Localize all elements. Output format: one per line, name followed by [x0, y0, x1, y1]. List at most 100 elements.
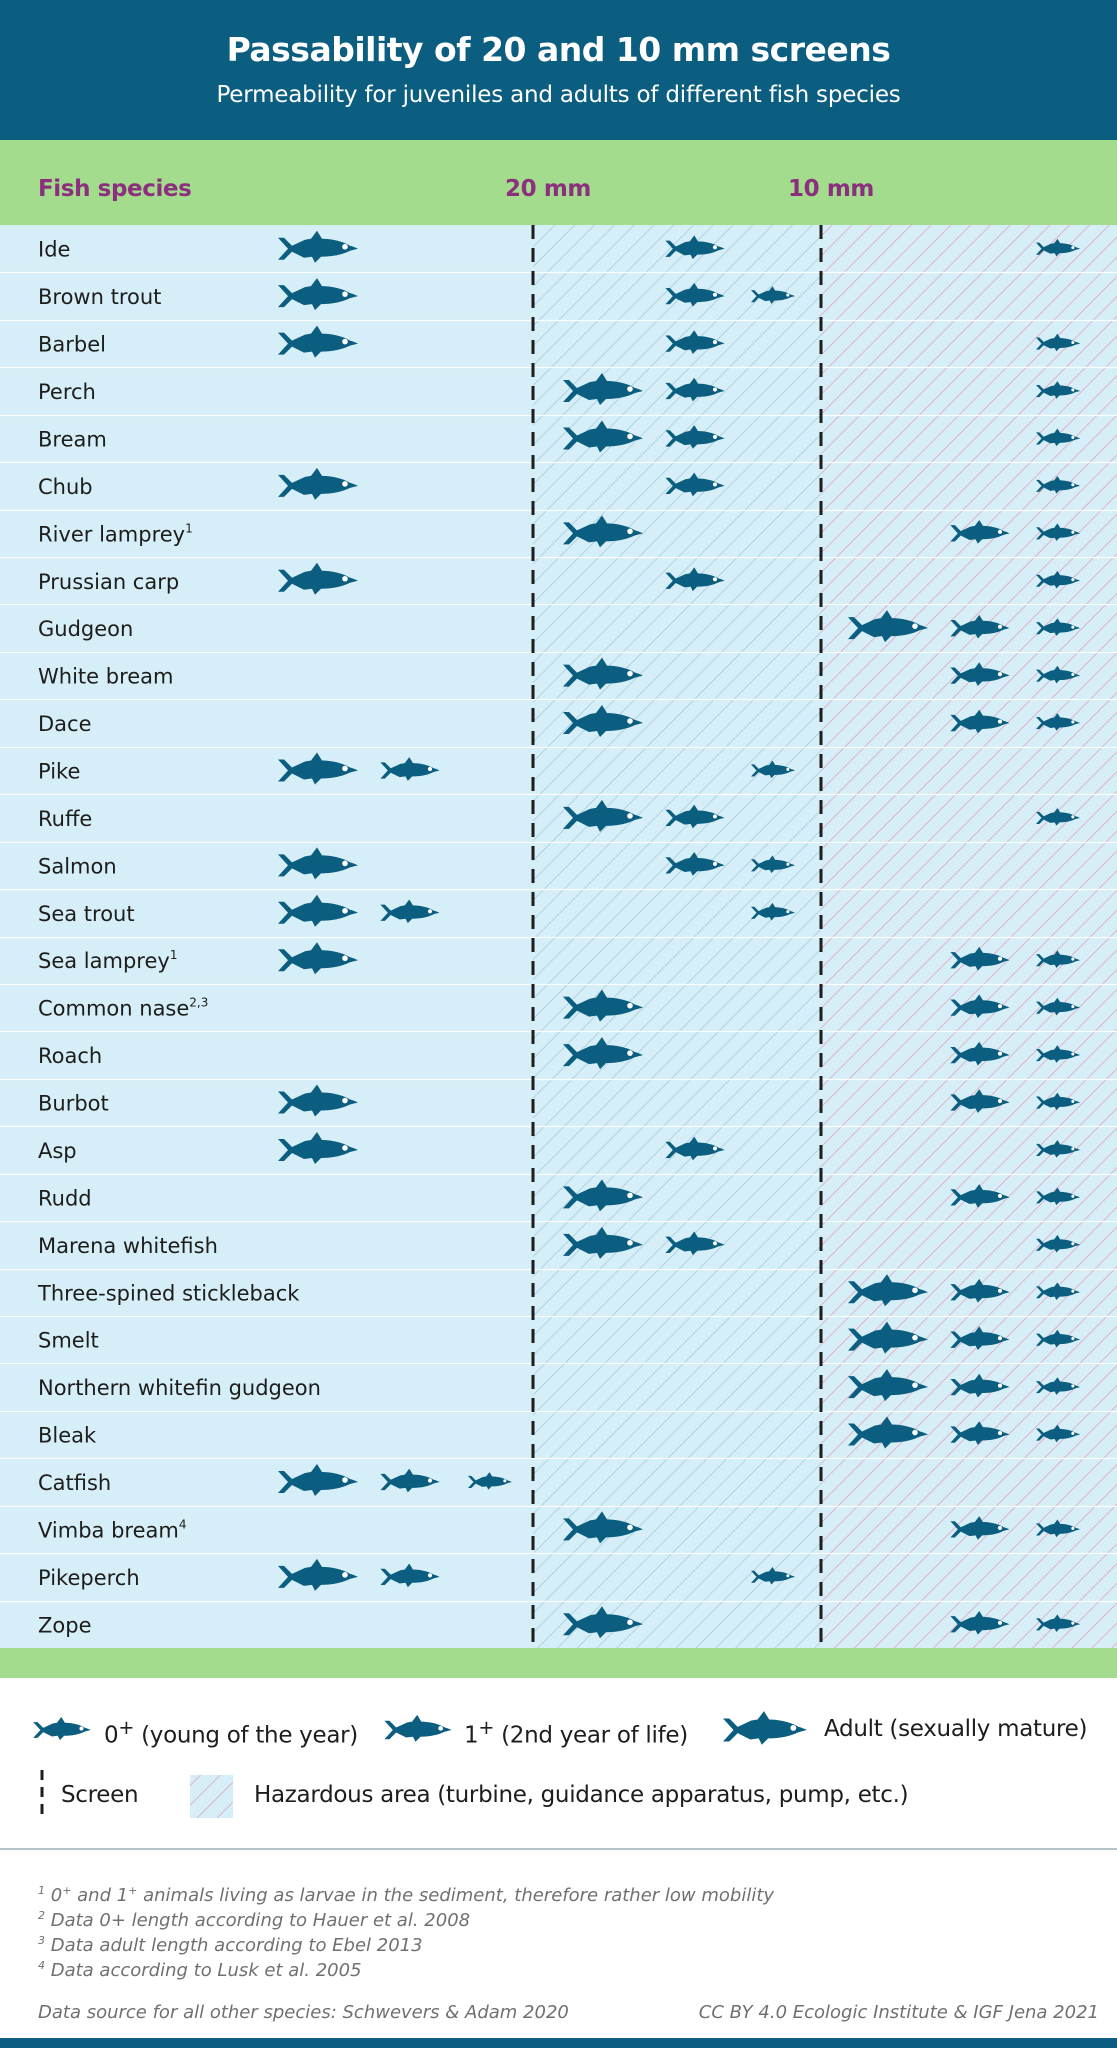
species-row: Sea trout	[38, 894, 795, 927]
fish-adult-icon	[848, 1369, 928, 1402]
fish-0plus-icon	[1036, 808, 1080, 826]
legend: 0+ (young of the year) 1+ (2nd year of l…	[0, 1678, 1117, 1848]
fish-0plus-icon	[1036, 570, 1080, 589]
fish-1plus-icon	[950, 994, 1010, 1019]
species-label: Pikeperch	[38, 1566, 140, 1590]
fish-adult-icon	[278, 752, 358, 785]
species-label: Zope	[38, 1613, 91, 1637]
species-label: Smelt	[38, 1329, 99, 1353]
footnotes: 1 0+ and 1+ animals living as larvae in …	[38, 1878, 1088, 1981]
fish-1plus-icon	[665, 282, 725, 307]
species-row: White bream	[38, 657, 1080, 690]
fish-adult-icon	[848, 1416, 928, 1449]
species-row: Catfish	[38, 1463, 512, 1496]
species-row: Prussian carp	[38, 562, 1080, 595]
fish-1plus-icon	[950, 1516, 1010, 1540]
species-row: Perch	[38, 373, 1080, 406]
fish-1plus-icon	[950, 1089, 1010, 1113]
fish-0plus-icon	[1036, 1519, 1080, 1538]
legend-adult-label: Adult (sexually mature)	[824, 1716, 1088, 1742]
fish-0plus-icon	[1036, 523, 1080, 542]
fish-1plus-icon	[380, 757, 440, 781]
fish-adult-icon	[278, 1558, 358, 1591]
fish-0plus-icon	[1036, 1140, 1080, 1158]
fish-1plus-icon	[950, 1610, 1010, 1635]
species-row: Brown trout	[38, 278, 795, 311]
fish-0plus-icon	[1036, 1282, 1080, 1300]
fish-adult-icon	[278, 278, 358, 311]
species-row: Three-spined stickleback	[37, 1274, 1080, 1307]
species-label: Ruffe	[38, 807, 92, 831]
fish-0plus-icon	[751, 902, 795, 921]
fish-adult-icon	[563, 705, 643, 738]
species-label: Ide	[38, 238, 70, 262]
fish-adult-icon	[278, 467, 358, 500]
footnote-2: 2 Data 0+ length according to Hauer et a…	[38, 1909, 471, 1931]
species-label: River lamprey1	[38, 521, 193, 546]
species-label: Burbot	[38, 1092, 109, 1116]
header-banner: Passability of 20 and 10 mm screens Perm…	[0, 0, 1117, 140]
species-label: Chub	[38, 475, 93, 499]
legend-one-label: 1+ (2nd year of life)	[464, 1716, 688, 1749]
bottom-blue-band	[0, 2038, 1117, 2048]
fish-adult-icon	[278, 1463, 358, 1496]
species-row: Ide	[38, 230, 1080, 263]
species-row: Dace	[38, 705, 1080, 738]
chart-subtitle: Permeability for juveniles and adults of…	[216, 82, 901, 108]
species-label: Bream	[38, 427, 107, 451]
fish-0plus-icon	[1036, 665, 1080, 684]
fish-0plus-icon	[1036, 428, 1080, 447]
fish-0plus-icon	[1036, 1377, 1080, 1395]
footnote-3: 3 Data adult length according to Ebel 20…	[38, 1934, 423, 1956]
fish-adult-icon	[563, 1179, 643, 1212]
fish-adult-icon	[278, 1131, 358, 1164]
fish-1plus-icon	[950, 1373, 1010, 1398]
species-column-header: Fish species	[38, 176, 192, 202]
species-row: Burbot	[38, 1084, 1080, 1117]
fish-1plus-icon	[665, 567, 725, 592]
fish-adult-icon	[563, 989, 643, 1022]
species-label: Sea trout	[38, 902, 135, 926]
species-label: Dace	[38, 712, 92, 736]
species-label: Northern whitefin gudgeon	[38, 1376, 321, 1400]
species-label: Brown trout	[38, 285, 161, 309]
fish-adult-icon	[563, 515, 643, 548]
species-label: White bream	[38, 665, 174, 689]
fish-1plus-icon	[380, 899, 440, 924]
species-row: Zope	[38, 1606, 1080, 1639]
species-label: Perch	[38, 380, 96, 404]
fish-0plus-icon	[1036, 997, 1080, 1016]
species-row: Marena whitefish	[38, 1226, 1080, 1259]
species-row: Bleak	[38, 1416, 1080, 1449]
fish-0plus-icon	[1036, 1092, 1080, 1111]
fish-1plus-icon	[665, 1136, 725, 1161]
fish-1plus-icon	[665, 330, 725, 354]
species-label: Pike	[38, 759, 80, 783]
fish-1plus-icon	[665, 852, 725, 876]
fish-adult-icon	[278, 230, 358, 263]
footnote-4: 4 Data according to Lusk et al. 2005	[38, 1959, 362, 1981]
species-row: Ruffe	[38, 799, 1080, 832]
fish-1plus-icon	[380, 1468, 440, 1493]
species-row: Rudd	[38, 1179, 1080, 1212]
fish-1plus-icon	[950, 1184, 1010, 1208]
fish-0plus-icon	[1036, 1234, 1080, 1253]
screen-10mm-header: 10 mm	[788, 176, 874, 202]
fish-adult-icon	[278, 1084, 358, 1117]
chart-title: Passability of 20 and 10 mm screens	[226, 30, 891, 69]
license-credit: CC BY 4.0 Ecologic Institute & IGF Jena …	[698, 2002, 1099, 2023]
legend-graphics	[33, 1711, 807, 1820]
fish-0plus-icon	[751, 760, 795, 779]
fish-0plus-icon	[1036, 1614, 1080, 1632]
fish-1plus-icon	[950, 1278, 1010, 1303]
species-label: Prussian carp	[38, 570, 179, 594]
legend-hazard-icon	[190, 1775, 233, 1818]
fish-adult-icon	[848, 610, 928, 643]
fish-adult-icon	[563, 1037, 643, 1070]
fish-adult-icon	[563, 657, 643, 690]
species-row: Pike	[38, 752, 795, 785]
species-label: Marena whitefish	[38, 1234, 218, 1258]
fish-1plus-icon	[950, 1326, 1010, 1351]
screen-20mm-header: 20 mm	[505, 176, 591, 202]
fish-1plus-icon	[665, 425, 725, 449]
